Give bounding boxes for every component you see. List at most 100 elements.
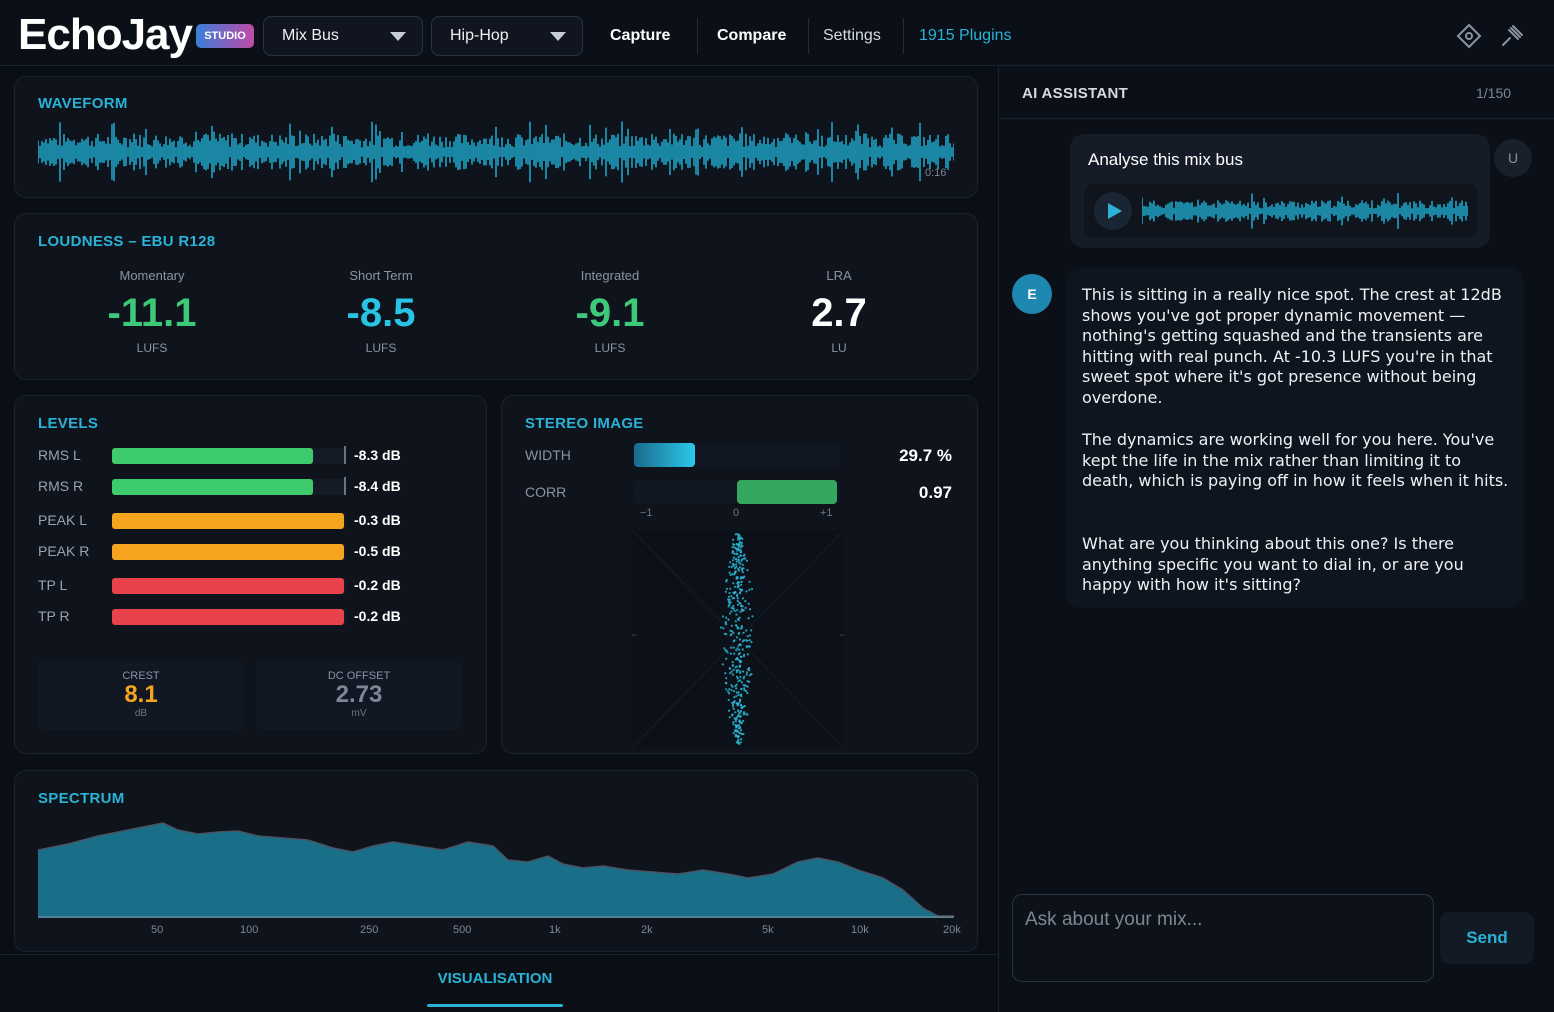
vector-dot bbox=[750, 629, 753, 632]
vector-dot bbox=[725, 587, 728, 590]
width-value: 29.7 % bbox=[899, 446, 952, 465]
vector-dot bbox=[734, 591, 737, 594]
vector-dot bbox=[743, 705, 746, 708]
freq-label: 100 bbox=[240, 924, 259, 936]
vector-dot bbox=[741, 558, 744, 561]
level-name: RMS L bbox=[38, 447, 81, 463]
vector-dot bbox=[731, 661, 734, 664]
vector-dot bbox=[729, 652, 732, 655]
vector-dot bbox=[743, 553, 746, 556]
app-logo: EchoJay bbox=[18, 10, 193, 59]
vector-dot bbox=[735, 543, 738, 546]
vector-dot bbox=[721, 663, 724, 666]
vector-dot bbox=[730, 565, 733, 568]
vector-dot bbox=[739, 627, 742, 630]
vector-dot bbox=[741, 571, 744, 574]
pin-icon[interactable] bbox=[1498, 22, 1526, 50]
level-track bbox=[112, 544, 346, 560]
diamond-icon[interactable] bbox=[1455, 22, 1483, 50]
user-avatar: U bbox=[1494, 139, 1532, 177]
vector-dot bbox=[739, 715, 742, 718]
genre-select[interactable]: Hip-Hop bbox=[431, 16, 583, 56]
assistant-header-divider bbox=[998, 118, 1554, 119]
vector-dot bbox=[736, 724, 739, 727]
vector-dot bbox=[735, 695, 738, 698]
vector-dot bbox=[746, 680, 749, 683]
meter-label: LRA bbox=[826, 268, 852, 283]
vector-dot bbox=[725, 682, 728, 685]
vector-dot bbox=[725, 688, 728, 691]
vector-dot bbox=[740, 569, 744, 572]
compare-button[interactable]: Compare bbox=[717, 27, 787, 44]
chat-input[interactable] bbox=[1012, 894, 1434, 982]
level-fill bbox=[112, 448, 314, 464]
capture-button[interactable]: Capture bbox=[610, 27, 671, 44]
vector-dot bbox=[730, 689, 733, 692]
vector-dot bbox=[739, 577, 742, 580]
tab-visualisation[interactable]: VISUALISATION bbox=[437, 970, 553, 987]
vector-dot bbox=[737, 691, 740, 694]
vector-dot bbox=[730, 595, 733, 598]
vector-dot bbox=[746, 691, 749, 695]
vector-dot bbox=[727, 618, 730, 621]
vector-dot bbox=[735, 625, 738, 628]
waveform-display[interactable] bbox=[38, 120, 954, 184]
vector-dot bbox=[740, 687, 743, 691]
play-button[interactable] bbox=[1094, 192, 1132, 230]
vector-dot bbox=[745, 673, 748, 676]
vector-dot bbox=[744, 600, 747, 603]
vector-dot bbox=[729, 672, 732, 675]
vector-dot bbox=[738, 638, 742, 641]
freq-label: 250 bbox=[360, 924, 379, 936]
level-row-rms-l: RMS L -8.3 dB bbox=[38, 445, 458, 465]
bus-select[interactable]: Mix Bus bbox=[263, 16, 423, 56]
vector-dot bbox=[738, 601, 741, 604]
vector-dot bbox=[741, 545, 744, 548]
vector-dot bbox=[739, 731, 742, 734]
vector-dot bbox=[748, 588, 751, 591]
vector-dot bbox=[734, 570, 737, 573]
vector-dot bbox=[737, 585, 740, 588]
vector-dot bbox=[742, 567, 745, 570]
freq-label: 1k bbox=[549, 924, 561, 936]
send-button[interactable]: Send bbox=[1440, 912, 1534, 964]
vector-dot bbox=[727, 698, 730, 702]
vector-dot bbox=[736, 567, 740, 570]
vector-dot bbox=[732, 550, 735, 553]
vector-dot bbox=[735, 741, 738, 744]
vector-dot bbox=[740, 608, 743, 611]
vector-dot bbox=[748, 608, 752, 611]
stereo-title: STEREO IMAGE bbox=[525, 415, 644, 432]
genre-select-value: Hip-Hop bbox=[450, 27, 509, 44]
crest-label: CREST bbox=[122, 670, 160, 682]
loudness-panel bbox=[14, 213, 978, 380]
momentary-meter: Momentary -11.1 LUFS bbox=[52, 268, 252, 355]
plugins-link[interactable]: 1915 Plugins bbox=[919, 27, 1012, 44]
vector-dot bbox=[735, 560, 738, 563]
vector-dot bbox=[738, 561, 741, 564]
waveform-trace bbox=[38, 121, 954, 183]
level-marker bbox=[344, 446, 346, 464]
vector-dot bbox=[750, 673, 753, 676]
vector-dot bbox=[725, 657, 728, 660]
vector-dot bbox=[746, 569, 749, 572]
vector-dot bbox=[736, 647, 739, 650]
vector-dot bbox=[743, 713, 746, 716]
vector-dot bbox=[728, 603, 731, 606]
vector-dot bbox=[732, 631, 735, 634]
vector-dot bbox=[751, 615, 754, 618]
settings-button[interactable]: Settings bbox=[823, 27, 881, 44]
vector-dot bbox=[721, 615, 725, 618]
vector-dot bbox=[735, 669, 738, 672]
vector-dot bbox=[748, 669, 751, 672]
vector-dot bbox=[732, 723, 735, 726]
vector-dot bbox=[736, 597, 739, 600]
vector-dot bbox=[742, 639, 746, 642]
vector-dot bbox=[732, 604, 735, 608]
vector-dot bbox=[733, 696, 736, 699]
meter-unit: LU bbox=[831, 341, 847, 355]
width-label: WIDTH bbox=[525, 447, 571, 463]
vector-dot bbox=[735, 649, 738, 652]
corr-label: CORR bbox=[525, 484, 567, 500]
vector-dot bbox=[737, 742, 741, 745]
